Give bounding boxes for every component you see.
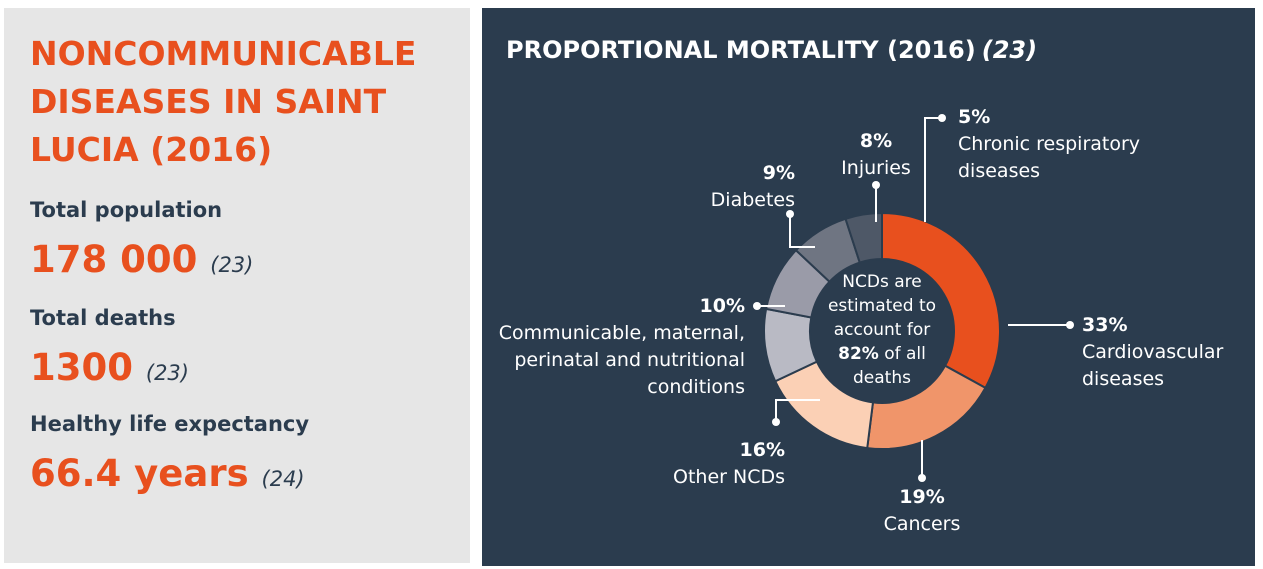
connector-dot — [753, 302, 761, 310]
stat-ref: (23) — [145, 361, 189, 385]
value-label: 19% — [899, 486, 945, 508]
category-label: Injuries — [841, 157, 911, 179]
category-label: Chronic respiratory diseases — [958, 133, 1141, 182]
category-label: Diabetes — [710, 189, 795, 211]
segment-label: 10% Communicable, maternal, perinatal and… — [495, 293, 745, 401]
category-label: Cardiovascular diseases — [1082, 341, 1224, 390]
stat-label: Healthy life expectancy — [30, 412, 310, 436]
stat-ref: (23) — [210, 253, 254, 277]
chart-title: PROPORTIONAL MORTALITY (2016) (23) — [506, 36, 1037, 64]
value-label: 9% — [762, 162, 795, 184]
segment-label: 9% Diabetes — [655, 160, 795, 214]
title-text: PROPORTIONAL MORTALITY (2016) — [506, 36, 976, 64]
connector — [775, 399, 820, 422]
chart-panel: PROPORTIONAL MORTALITY (2016) (23) — [482, 8, 1255, 566]
stat-label: Total population — [30, 198, 223, 222]
connector — [924, 117, 942, 222]
stat-ref: (24) — [261, 467, 305, 491]
stat-value: 178 000 (23) — [30, 238, 253, 281]
stat-number: 66.4 years — [30, 452, 249, 495]
connector — [789, 214, 815, 248]
center-text-2: 82% — [838, 344, 879, 364]
connector-dot — [786, 210, 794, 218]
stat-label: Total deaths — [30, 306, 176, 330]
value-label: 33% — [1082, 314, 1128, 336]
category-label: Cancers — [883, 513, 961, 535]
donut-segment — [881, 211, 1001, 390]
donut-segment — [844, 211, 883, 264]
segment-label: 16% Other NCDs — [625, 437, 785, 491]
connector-dot — [872, 181, 880, 189]
segment-label: 8% Injuries — [806, 128, 946, 182]
center-text-3: of all deaths — [853, 344, 926, 388]
title-ref: (23) — [981, 36, 1038, 64]
value-label: 16% — [739, 439, 785, 461]
category-label: Communicable, maternal, perinatal and nu… — [498, 322, 745, 398]
stat-number: 178 000 — [30, 238, 198, 281]
category-label: Other NCDs — [673, 466, 785, 488]
connector-dot — [772, 418, 780, 426]
summary-title: NONCOMMUNICABLE DISEASES IN SAINT LUCIA … — [30, 34, 417, 169]
segment-label: 33% Cardiovascular diseases — [1082, 312, 1252, 393]
stat-value: 1300 (23) — [30, 346, 189, 389]
segment-label: 5% Chronic respiratory diseases — [958, 104, 1158, 185]
center-text-1: NCDs are estimated to account for — [827, 272, 937, 340]
stat-value: 66.4 years (24) — [30, 452, 305, 495]
summary-panel: NONCOMMUNICABLE DISEASES IN SAINT LUCIA … — [4, 8, 470, 563]
connector-dot — [918, 474, 926, 482]
value-label: 5% — [958, 106, 991, 128]
segment-label: 19% Cancers — [842, 484, 1002, 538]
connector-dot — [1066, 321, 1074, 329]
value-label: 10% — [699, 295, 745, 317]
center-text: NCDs are estimated to account for 82% of… — [812, 270, 952, 390]
connector-dot — [938, 114, 946, 122]
value-label: 8% — [859, 130, 893, 152]
stat-number: 1300 — [30, 346, 133, 389]
